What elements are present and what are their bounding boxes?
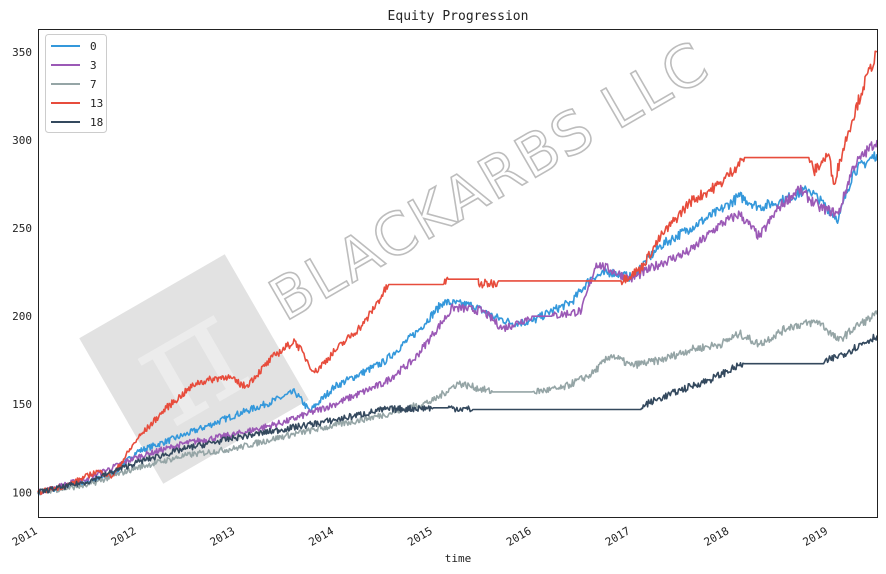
- y-tick-label: 350: [12, 46, 32, 59]
- x-tick-label: 2017: [603, 524, 632, 549]
- x-tick-label: 2016: [504, 524, 533, 549]
- x-tick-label: 2014: [307, 524, 337, 549]
- plot-lines: [37, 50, 878, 496]
- y-tick-label: 200: [12, 310, 32, 323]
- y-tick-label: 300: [12, 134, 32, 147]
- y-tick-label: 150: [12, 398, 32, 411]
- x-tick-label: 2012: [109, 524, 138, 549]
- x-axis-label: time: [445, 552, 472, 565]
- x-tick-label: 2013: [208, 524, 237, 549]
- series-line-18: [37, 333, 878, 495]
- legend-label-13: 13: [90, 97, 103, 110]
- x-tick-label: 2015: [405, 524, 434, 549]
- chart-title: Equity Progression: [388, 9, 529, 24]
- y-axis: 100 150 200 250 300 350: [12, 46, 32, 499]
- legend-label-7: 7: [90, 78, 97, 91]
- series-line-3: [37, 139, 878, 495]
- y-tick-label: 100: [12, 486, 32, 499]
- watermark: π BLACKARBS LLC: [79, 27, 721, 484]
- watermark-logo-box: [79, 254, 309, 484]
- y-tick-label: 250: [12, 222, 32, 235]
- x-tick-label: 2019: [801, 524, 830, 549]
- legend-label-0: 0: [90, 40, 97, 53]
- series-line-7: [37, 310, 878, 496]
- series-line-13: [37, 50, 878, 496]
- series-line-0: [37, 151, 878, 496]
- legend: 0 3 7 13 18: [45, 34, 107, 133]
- watermark-text: BLACKARBS LLC: [258, 28, 720, 334]
- legend-label-18: 18: [90, 116, 103, 129]
- legend-label-3: 3: [90, 59, 97, 72]
- plot-frame: [38, 29, 878, 518]
- x-tick-label: 2011: [10, 524, 39, 549]
- x-tick-label: 2018: [702, 524, 731, 549]
- x-axis: 2011 2012 2013 2014 2015 2016 2017 2018 2019: [10, 524, 830, 549]
